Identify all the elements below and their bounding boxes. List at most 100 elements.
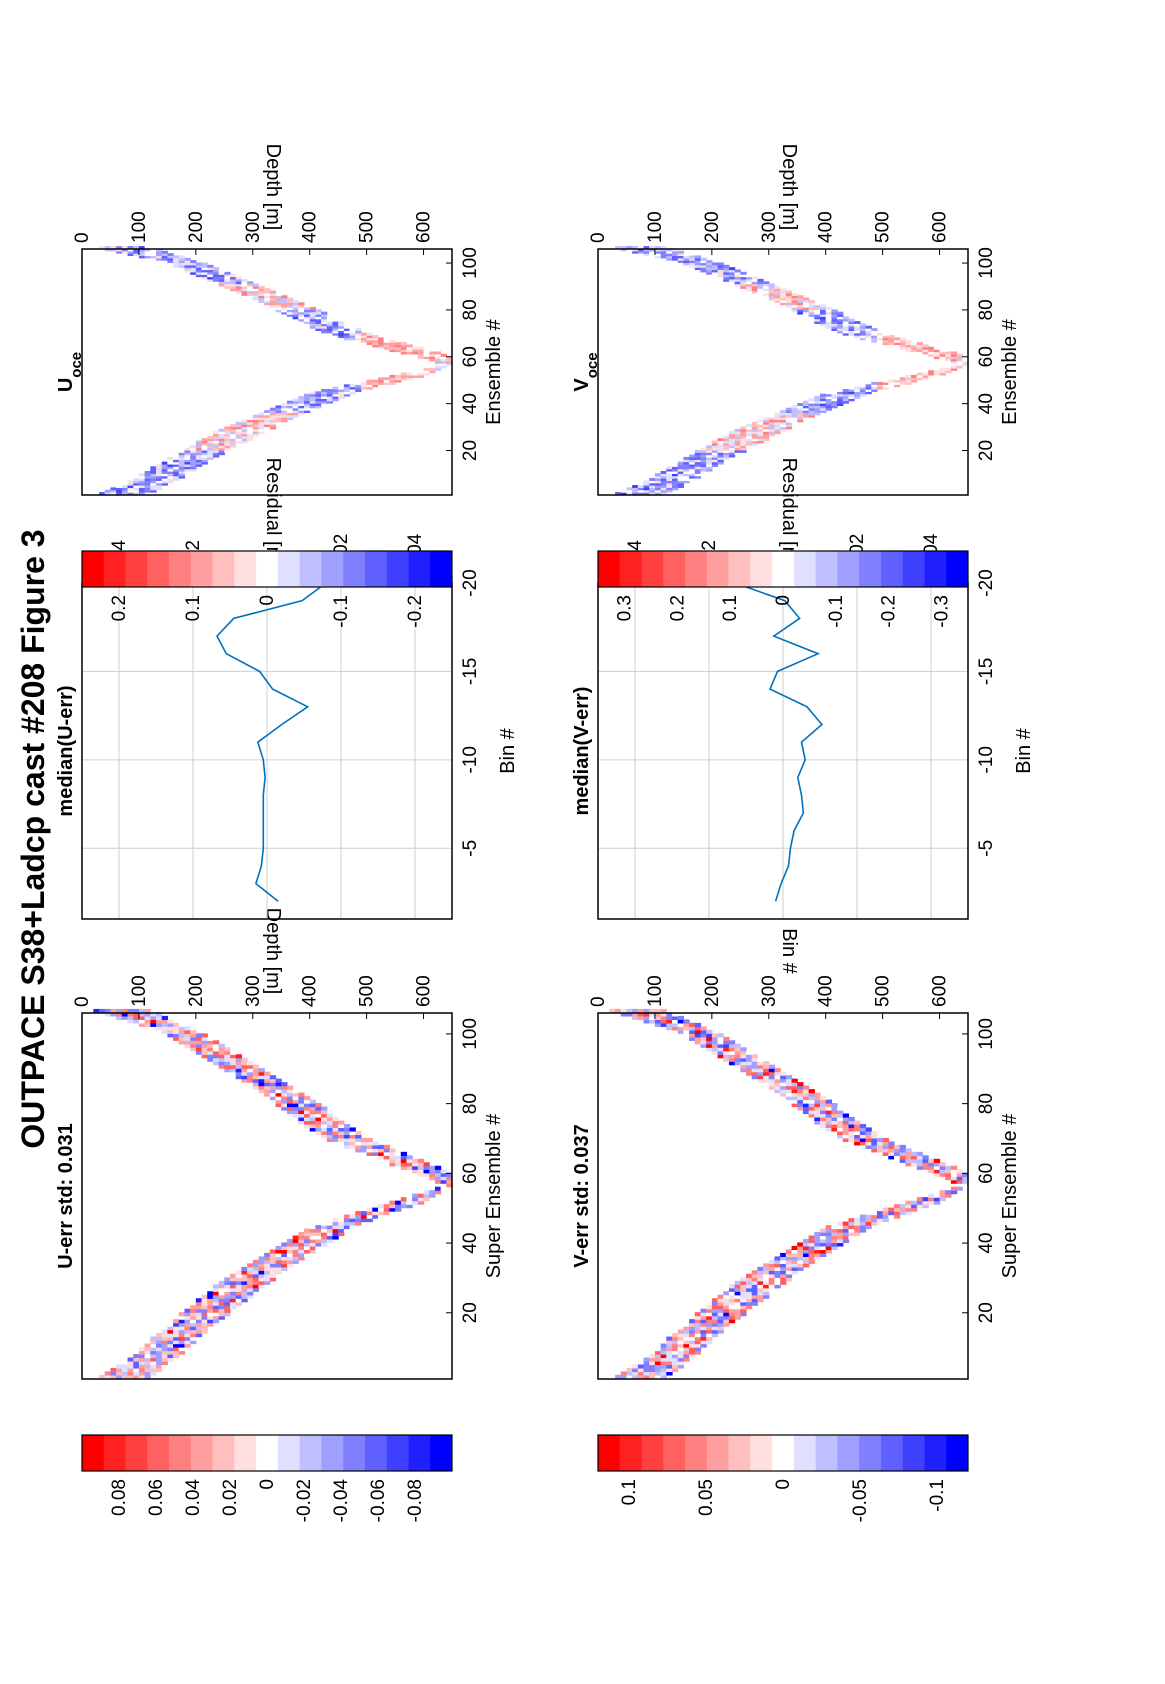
heatmap-cell	[389, 1211, 396, 1216]
heatmap-cell	[694, 1026, 702, 1031]
heatmap-cell	[383, 1148, 390, 1153]
heatmap-cell	[837, 391, 844, 395]
heatmap-cell	[338, 1127, 345, 1132]
heatmap-cell	[178, 454, 186, 458]
heatmap-cell	[247, 417, 254, 421]
heatmap-cell	[757, 433, 764, 437]
heatmap-cell	[672, 466, 679, 470]
heatmap-cell	[247, 421, 254, 425]
heatmap-cell	[366, 1151, 373, 1156]
heatmap-cell	[922, 377, 929, 381]
heatmap-cell	[711, 440, 719, 444]
heatmap-cell	[899, 379, 906, 383]
heatmap-cell	[207, 1301, 214, 1306]
heatmap-cell	[814, 1092, 821, 1097]
heatmap-cell	[768, 414, 776, 418]
heatmap-cell	[167, 456, 174, 460]
y-tick-label: 100	[129, 975, 150, 1007]
heatmap-cell	[677, 1329, 684, 1334]
heatmap-cell	[672, 1354, 679, 1359]
x-tick-label: 20	[976, 1302, 997, 1323]
heatmap-cell	[269, 302, 277, 306]
heatmap-cell	[304, 323, 311, 327]
heatmap-cell	[218, 1312, 225, 1317]
heatmap-cell	[916, 377, 924, 381]
heatmap-cell	[626, 487, 633, 491]
heatmap-cell	[694, 1343, 702, 1348]
heatmap-cell	[173, 1343, 180, 1348]
heatmap-cell	[446, 1176, 453, 1181]
heatmap-cell	[871, 335, 878, 339]
heatmap-cell	[757, 1266, 764, 1271]
heatmap-cell	[195, 262, 203, 266]
heatmap-cell	[848, 321, 855, 324]
heatmap-cell	[728, 274, 736, 278]
heatmap-cell	[343, 330, 351, 334]
heatmap-cell	[207, 435, 214, 439]
heatmap-cell	[922, 344, 929, 348]
heatmap-cell	[859, 323, 867, 327]
colorbar-segment	[902, 551, 925, 587]
heatmap-cell	[774, 1085, 781, 1090]
heatmap-cell	[173, 1036, 180, 1041]
heatmap-cell	[814, 314, 821, 317]
heatmap-cell	[717, 1315, 724, 1320]
heatmap-cell	[706, 1336, 713, 1341]
heatmap-cell	[808, 1252, 815, 1257]
heatmap-cell	[395, 377, 402, 381]
heatmap-cell	[184, 1322, 191, 1327]
y-tick-label: 500	[357, 211, 378, 243]
heatmap-cell	[774, 290, 781, 294]
heatmap-cell	[757, 1057, 764, 1062]
heatmap-cell	[423, 1165, 430, 1170]
heatmap-cell	[700, 1029, 707, 1034]
heatmap-cell	[831, 1235, 838, 1240]
heatmap-cell	[768, 1280, 776, 1285]
heatmap-cell	[734, 1054, 741, 1059]
heatmap-cell	[791, 299, 798, 303]
heatmap-cell	[144, 1015, 151, 1020]
heatmap-cell	[269, 1082, 277, 1087]
heatmap-cell	[683, 480, 690, 484]
heatmap-cell	[700, 260, 707, 264]
colorbar-segment	[859, 1435, 882, 1471]
heatmap-cell	[842, 1137, 850, 1142]
heatmap-cell	[746, 431, 753, 435]
y-tick-label: 500	[357, 975, 378, 1007]
heatmap-cell	[304, 306, 311, 310]
heatmap-cell	[264, 417, 271, 421]
heatmap-cell	[167, 1343, 174, 1348]
heatmap-cell	[195, 267, 203, 271]
heatmap-cell	[360, 381, 368, 385]
heatmap-cell	[304, 314, 311, 317]
heatmap-cell	[871, 1134, 878, 1139]
heatmap-cell	[190, 1036, 197, 1041]
heatmap-cell	[700, 452, 707, 456]
heatmap-cell	[230, 278, 237, 282]
heatmap-cell	[235, 283, 242, 287]
heatmap-cell	[859, 1218, 867, 1223]
heatmap-cell	[161, 1347, 168, 1352]
heatmap-cell	[831, 1238, 838, 1244]
heatmap-cell	[654, 1357, 662, 1362]
heatmap-cell	[138, 1367, 146, 1373]
heatmap-cell	[808, 299, 815, 303]
heatmap-cell	[355, 1221, 362, 1226]
heatmap-cell	[207, 1322, 214, 1327]
heatmap-cell	[757, 1284, 764, 1289]
heatmap-cell	[774, 1259, 781, 1264]
heatmap-cell	[757, 288, 764, 292]
heatmap-cell	[882, 1211, 889, 1216]
heatmap-cell	[304, 1113, 311, 1118]
heatmap-cell	[740, 1287, 747, 1292]
heatmap-cell	[785, 410, 793, 413]
heatmap-cell	[190, 262, 197, 266]
heatmap-cell	[247, 438, 254, 442]
heatmap-cell	[321, 1242, 328, 1247]
heatmap-cell	[666, 1350, 673, 1355]
heatmap-cell	[683, 470, 690, 474]
heatmap-cell	[950, 1165, 958, 1170]
heatmap-cell	[746, 276, 753, 280]
heatmap-cell	[825, 1103, 832, 1108]
heatmap-cell	[780, 1259, 787, 1264]
